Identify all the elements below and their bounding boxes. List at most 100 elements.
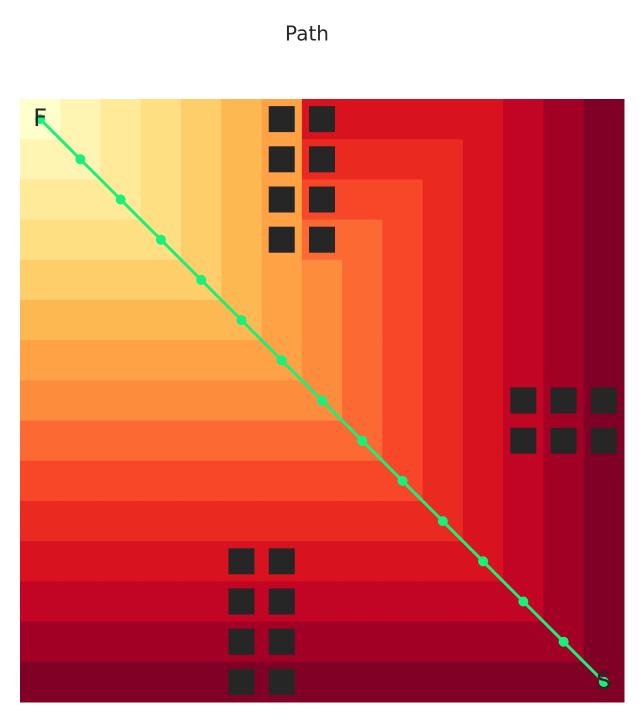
heat-cell (140, 340, 182, 381)
heat-cell (181, 139, 222, 180)
heat-cell (20, 541, 61, 582)
heat-cell (503, 661, 544, 703)
heat-cell (221, 340, 263, 381)
heat-cell (342, 179, 383, 221)
heat-cell (342, 501, 383, 542)
heat-cell (20, 139, 61, 180)
heat-cell (422, 99, 464, 140)
heat-cell (100, 581, 142, 623)
path-node (276, 355, 287, 366)
heat-cell (140, 179, 182, 221)
heat-cell (301, 460, 343, 502)
heat-cell (60, 501, 102, 542)
heat-cell (503, 259, 544, 301)
heat-cell (140, 581, 182, 623)
obstacle (309, 226, 335, 253)
heat-cell (543, 300, 585, 341)
heat-cell (583, 219, 625, 261)
heat-cell (382, 139, 424, 180)
obstacle (510, 427, 537, 454)
heat-cell (20, 581, 61, 623)
path-node (236, 315, 247, 326)
heat-cell (20, 501, 61, 542)
heat-cell (422, 179, 464, 221)
path-node (317, 395, 327, 406)
heat-cell (100, 259, 142, 301)
heat-cell (503, 179, 544, 221)
heat-cell (422, 300, 464, 341)
heat-cell (221, 380, 263, 422)
heat-cell (20, 460, 61, 502)
heat-cell (100, 340, 142, 381)
heat-cell (100, 460, 142, 502)
heat-cell (583, 460, 625, 502)
heat-cell (181, 380, 222, 422)
heat-cell (543, 340, 585, 381)
path-node (598, 676, 609, 687)
heat-cell (583, 541, 625, 582)
heat-cell (221, 179, 263, 221)
heat-cell (462, 621, 504, 663)
obstacle (268, 548, 295, 575)
heat-cell (60, 460, 102, 502)
path-node (75, 154, 86, 165)
chart-title: Path (285, 22, 329, 46)
heat-cell (221, 139, 263, 180)
heat-cell (462, 259, 504, 301)
heat-cell (503, 541, 544, 582)
heat-cell (261, 420, 303, 462)
heat-cell (503, 501, 544, 542)
heat-cell (583, 300, 625, 341)
heat-cell (462, 581, 504, 623)
obstacle (590, 427, 617, 454)
heat-cell (181, 219, 222, 261)
heat-cell (140, 621, 182, 663)
path-node (437, 516, 448, 527)
heat-cell (181, 420, 222, 462)
heat-cell (100, 661, 142, 703)
heat-cell (140, 420, 182, 462)
heat-cell (422, 661, 464, 703)
heat-cell (301, 420, 343, 462)
heat-cell (20, 219, 61, 261)
heat-cell (462, 460, 504, 502)
path-node (196, 274, 207, 285)
heat-cell (422, 219, 464, 261)
obstacle (268, 588, 295, 615)
heat-cell (301, 621, 343, 663)
heat-cell (462, 179, 504, 221)
path-node (155, 234, 166, 245)
heat-cell (221, 420, 263, 462)
heat-cell (503, 300, 544, 341)
heat-cell (20, 179, 61, 221)
heat-cell (503, 219, 544, 261)
heat-cell (140, 300, 182, 341)
heat-cell (60, 581, 102, 623)
heat-cell (503, 621, 544, 663)
heat-cell (382, 259, 424, 301)
heat-cell (462, 661, 504, 703)
obstacle (550, 387, 577, 414)
heat-cell (261, 259, 303, 301)
obstacle (268, 146, 295, 173)
path-node (35, 114, 46, 125)
heat-cell (543, 460, 585, 502)
heat-cell (60, 179, 102, 221)
heat-cell (181, 621, 222, 663)
heat-cell (503, 340, 544, 381)
heat-cell (181, 340, 222, 381)
heat-cell (543, 581, 585, 623)
heat-cell (301, 259, 343, 301)
obstacle (268, 226, 295, 253)
obstacle (228, 548, 255, 575)
heat-cell (422, 139, 464, 180)
heat-cell (140, 661, 182, 703)
heat-cell (100, 219, 142, 261)
heat-cell (140, 259, 182, 301)
obstacle (228, 668, 255, 695)
heat-cell (221, 99, 263, 140)
heat-cell (543, 219, 585, 261)
heat-cell (100, 541, 142, 582)
heat-cell (342, 380, 383, 422)
heat-cell (181, 501, 222, 542)
